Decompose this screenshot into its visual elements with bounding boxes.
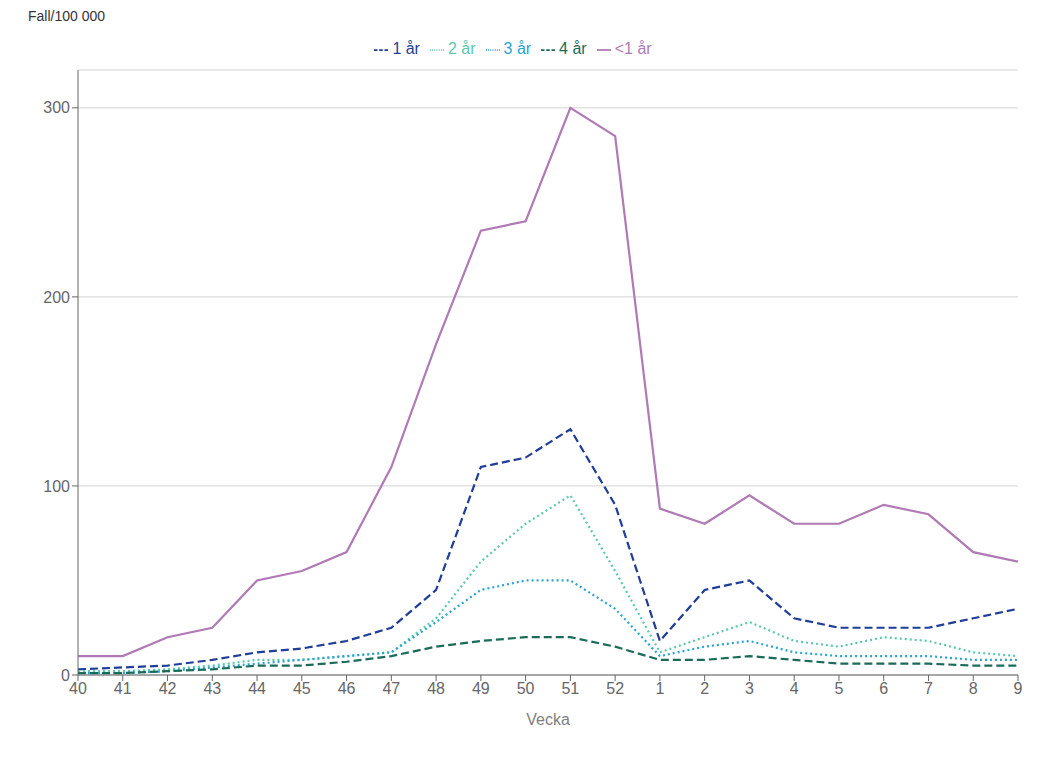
svg-text:45: 45 <box>293 680 311 697</box>
html-text:4 år: 4 år <box>559 40 587 57</box>
svg-text:42: 42 <box>159 680 177 697</box>
svg-text:8: 8 <box>969 680 978 697</box>
svg-text:40: 40 <box>69 680 87 697</box>
html-text:2 år: 2 år <box>448 40 476 57</box>
svg-text:52: 52 <box>606 680 624 697</box>
svg-text:50: 50 <box>517 680 535 697</box>
svg-text:100: 100 <box>43 478 70 495</box>
svg-text:1: 1 <box>655 680 664 697</box>
svg-text:48: 48 <box>427 680 445 697</box>
svg-text:3: 3 <box>745 680 754 697</box>
svg-text:300: 300 <box>43 99 70 116</box>
svg-text:4: 4 <box>790 680 799 697</box>
svg-text:9: 9 <box>1014 680 1023 697</box>
svg-text:7: 7 <box>924 680 933 697</box>
svg-text:Vecka: Vecka <box>526 711 570 728</box>
svg-text:5: 5 <box>834 680 843 697</box>
svg-text:47: 47 <box>382 680 400 697</box>
svg-text:46: 46 <box>338 680 356 697</box>
html-text:1 år: 1 år <box>392 40 420 57</box>
svg-text:41: 41 <box>114 680 132 697</box>
svg-text:49: 49 <box>472 680 490 697</box>
html-text:3 år: 3 år <box>503 40 532 57</box>
html-text:<1 år: <1 år <box>614 40 652 57</box>
svg-text:44: 44 <box>248 680 266 697</box>
svg-text:0: 0 <box>61 667 70 684</box>
svg-text:200: 200 <box>43 289 70 306</box>
html-text:Fall/100 000: Fall/100 000 <box>28 8 106 24</box>
svg-text:43: 43 <box>203 680 221 697</box>
svg-text:51: 51 <box>561 680 579 697</box>
svg-text:2: 2 <box>700 680 709 697</box>
svg-text:6: 6 <box>879 680 888 697</box>
